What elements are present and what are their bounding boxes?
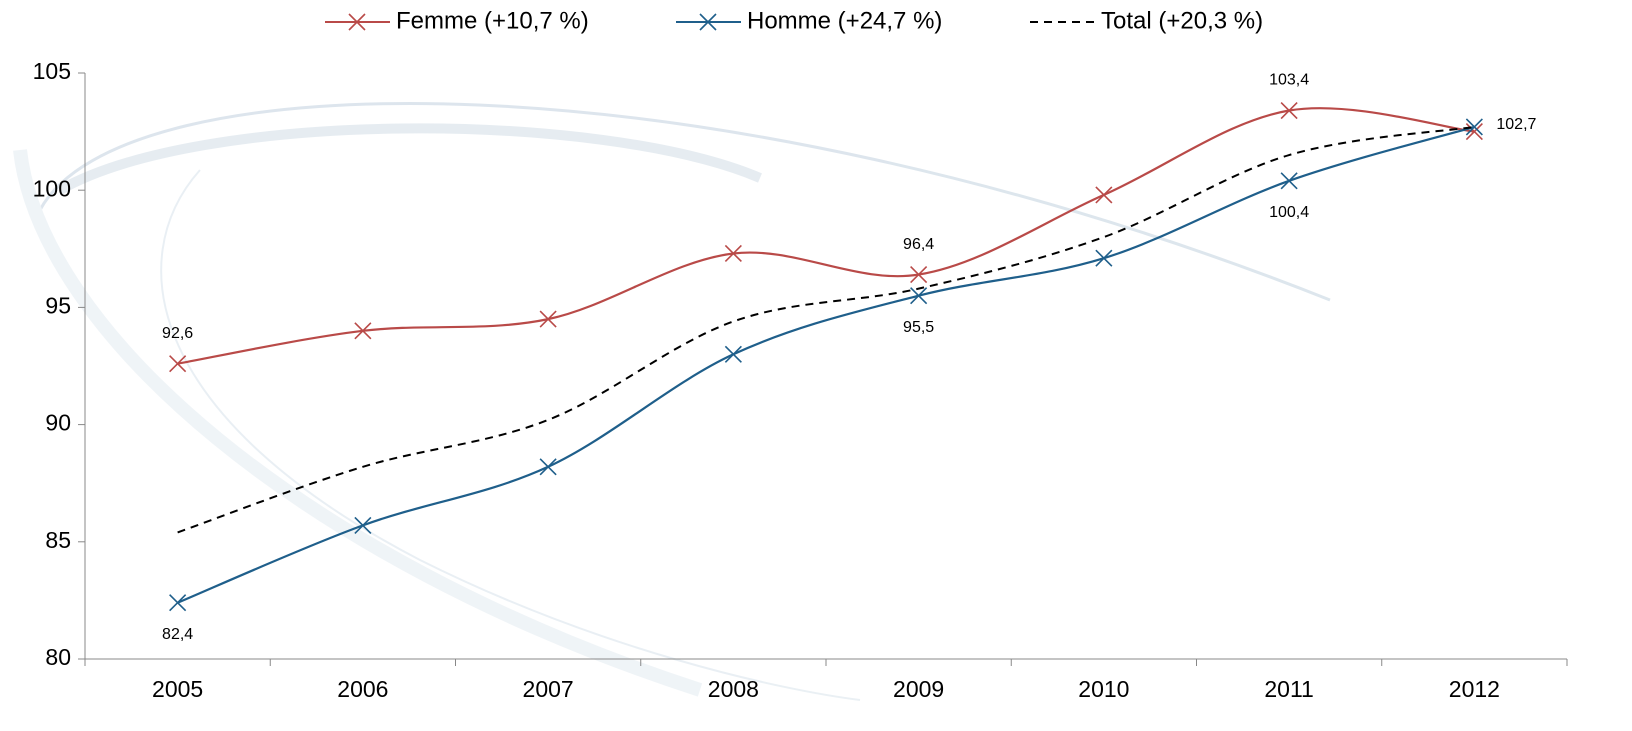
marker [354, 516, 372, 534]
marker [1280, 101, 1298, 120]
legend-item: Homme (+24,7 %) [676, 7, 942, 34]
legend-item: Total (+20,3 %) [1030, 7, 1263, 34]
marker [724, 345, 742, 363]
series-line [177, 107, 1475, 365]
swoosh [160, 169, 861, 701]
marker [539, 310, 557, 328]
background-decoration [13, 101, 1331, 701]
marker [724, 244, 742, 263]
legend-label: Total (+20,3 %) [1101, 7, 1263, 34]
data-label: 102,7 [1496, 116, 1536, 133]
marker [1280, 172, 1298, 190]
legend-item: Femme (+10,7 %) [325, 7, 589, 34]
legend-label: Homme (+24,7 %) [747, 7, 942, 34]
legend-label: Femme (+10,7 %) [396, 7, 589, 34]
y-tick-label: 90 [45, 410, 71, 436]
series: 82,4 95,5 100,4 102,7 [162, 116, 1536, 643]
x-tick-label: 2009 [893, 676, 944, 702]
data-label: 82,4 [162, 626, 193, 643]
y-tick-label: 100 [33, 175, 71, 201]
data-label: 100,4 [1269, 204, 1309, 221]
marker [1095, 249, 1113, 267]
marker [910, 266, 928, 284]
x-tick-label: 2008 [708, 676, 759, 702]
marker [910, 287, 928, 305]
data-label: 95,5 [903, 319, 934, 336]
marker [539, 458, 557, 476]
marker [1465, 118, 1483, 136]
marker [354, 322, 372, 340]
legend-marker [348, 13, 366, 31]
marker [169, 594, 187, 612]
swoosh [57, 123, 762, 195]
x-tick-label: 2006 [337, 676, 388, 702]
y-tick-label: 85 [45, 527, 71, 553]
series [177, 125, 1475, 534]
series: 92,6 96,4 103,4 [162, 72, 1483, 373]
data-label: 92,6 [162, 325, 193, 342]
y-tick-label: 95 [45, 292, 71, 318]
marker [1095, 186, 1113, 204]
swoosh [38, 101, 1331, 302]
x-tick-label: 2007 [523, 676, 574, 702]
swoosh [13, 149, 703, 697]
data-label: 96,4 [903, 236, 934, 253]
x-tick-label: 2010 [1078, 676, 1129, 702]
series-line [177, 125, 1475, 604]
x-tick-label: 2012 [1449, 676, 1500, 702]
y-tick-label: 80 [45, 644, 71, 670]
marker [1465, 123, 1483, 141]
x-tick-label: 2011 [1264, 676, 1313, 702]
y-tick-label: 105 [33, 58, 71, 84]
legend-marker [699, 13, 717, 31]
series-line [177, 125, 1475, 534]
marker [169, 355, 187, 373]
x-tick-label: 2005 [152, 676, 203, 702]
data-label: 103,4 [1269, 72, 1309, 89]
